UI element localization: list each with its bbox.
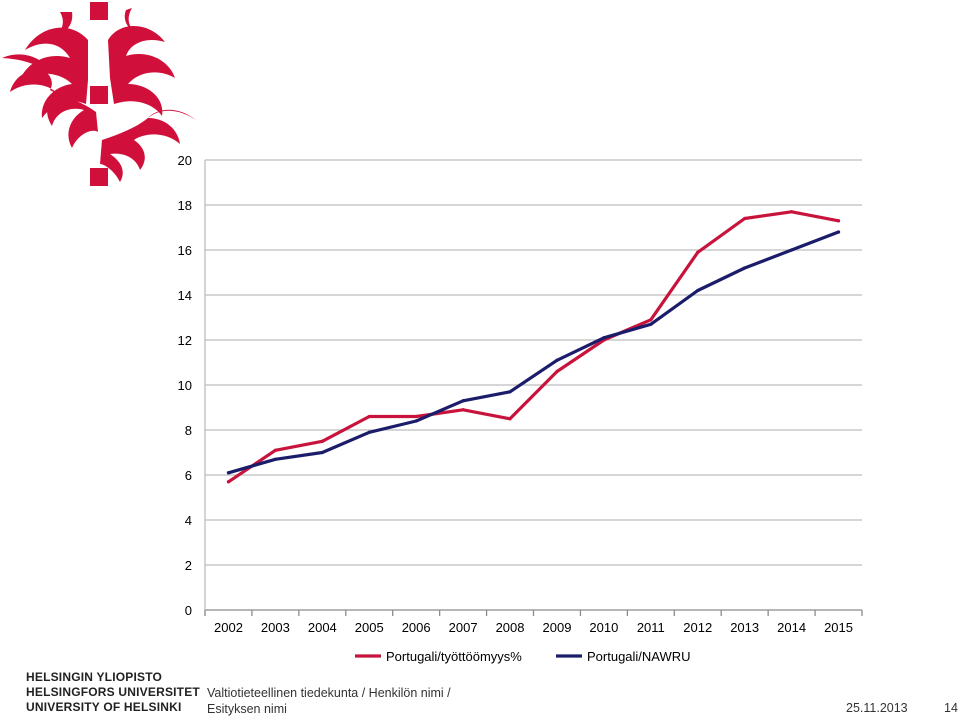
data-point: [743, 216, 747, 221]
data-point: [696, 250, 700, 254]
footer-presentation-info: Valtiotieteellinen tiedekunta / Henkilön…: [207, 685, 451, 717]
data-point: [555, 358, 559, 362]
data-point: [743, 266, 747, 270]
x-tick-label: 2005: [355, 620, 384, 635]
university-name-en: UNIVERSITY OF HELSINKI: [26, 700, 182, 714]
data-point: [414, 419, 418, 423]
university-wordmark: HELSINGIN YLIOPISTO HELSINGFORS UNIVERSI…: [26, 670, 200, 715]
y-tick-label: 4: [185, 513, 192, 528]
y-tick-label: 14: [178, 288, 192, 303]
data-point: [836, 230, 841, 234]
gridlines: [205, 159, 862, 566]
x-tick-label: 2013: [730, 620, 759, 635]
data-point: [508, 417, 512, 421]
tick-labels: 0 2 4 6 8 10 12 14 16 18 20 2002 2003 2004 2005 2006 200…: [178, 153, 853, 635]
data-point: [836, 219, 841, 223]
page-number: 14: [944, 701, 958, 715]
y-tick-label: 12: [178, 333, 192, 348]
data-point: [790, 248, 794, 252]
data-point: [649, 318, 653, 322]
x-tick-label: 2010: [589, 620, 618, 635]
data-point: [226, 480, 231, 484]
university-name-sv: HELSINGFORS UNIVERSITET: [26, 685, 200, 699]
series-lines: [226, 210, 841, 484]
data-point: [320, 439, 324, 443]
data-point: [696, 288, 700, 293]
legend-label-0: Portugali/työttöömyys%: [386, 649, 522, 664]
data-point: [414, 414, 418, 419]
footer-line-2: Esityksen nimi: [207, 702, 287, 716]
x-tick-label: 2008: [496, 620, 525, 635]
y-tick-label: 18: [178, 198, 192, 213]
data-point: [790, 210, 794, 214]
data-point: [226, 471, 231, 475]
data-point: [273, 448, 277, 452]
university-flame-logo-icon: [2, 2, 196, 186]
footer-date: 25.11.2013: [846, 701, 908, 715]
data-point: [461, 399, 465, 403]
series-line-0: [226, 210, 841, 484]
x-axis: [204, 160, 863, 616]
x-tick-label: 2009: [543, 620, 572, 635]
x-tick-label: 2002: [214, 620, 243, 635]
data-point: [649, 322, 653, 326]
x-tick-label: 2015: [824, 620, 853, 635]
university-name-fi: HELSINGIN YLIOPISTO: [26, 670, 163, 684]
x-tick-label: 2004: [308, 620, 337, 635]
series-line-1: [226, 230, 841, 475]
y-tick-label: 10: [178, 378, 192, 393]
data-point: [367, 430, 371, 434]
y-tick-label: 16: [178, 243, 192, 258]
legend-label-1: Portugali/NAWRU: [587, 649, 691, 664]
data-point: [461, 408, 465, 412]
footer-line-1: Valtiotieteellinen tiedekunta / Henkilön…: [207, 686, 451, 700]
y-tick-label: 0: [185, 603, 192, 618]
data-point: [508, 390, 512, 394]
x-tick-label: 2012: [683, 620, 712, 635]
x-tick-label: 2007: [449, 620, 478, 635]
x-tick-label: 2014: [777, 620, 806, 635]
y-tick-label: 8: [185, 423, 192, 438]
x-tick-label: 2006: [402, 620, 431, 635]
data-point: [273, 457, 277, 461]
data-point: [555, 369, 559, 374]
y-tick-label: 20: [178, 153, 192, 168]
y-tick-label: 2: [185, 558, 192, 573]
data-point: [367, 414, 371, 419]
data-point: [320, 450, 324, 455]
data-point: [602, 336, 606, 340]
x-tick-label: 2011: [637, 620, 665, 635]
x-tick-label: 2003: [261, 620, 290, 635]
legend: Portugali/työttöömyys% Portugali/NAWRU: [355, 649, 691, 664]
y-tick-label: 6: [185, 468, 192, 483]
